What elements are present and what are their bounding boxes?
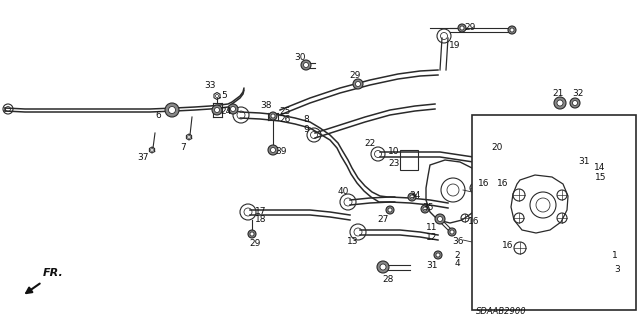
- Text: 32: 32: [572, 88, 584, 98]
- Text: 40: 40: [337, 187, 349, 196]
- Circle shape: [301, 60, 311, 70]
- Text: 19: 19: [449, 41, 461, 49]
- Text: 25: 25: [279, 107, 291, 115]
- Circle shape: [460, 26, 464, 30]
- Text: 17: 17: [255, 207, 267, 217]
- Text: 16: 16: [497, 179, 509, 188]
- Circle shape: [248, 230, 256, 238]
- Circle shape: [271, 147, 275, 152]
- Text: 20: 20: [492, 143, 502, 152]
- Circle shape: [438, 217, 442, 221]
- Text: 9: 9: [303, 125, 309, 135]
- Text: 16: 16: [478, 179, 490, 188]
- Text: 4: 4: [454, 259, 460, 269]
- Circle shape: [388, 208, 392, 212]
- Circle shape: [554, 97, 566, 109]
- Circle shape: [448, 228, 456, 236]
- Text: 1: 1: [612, 250, 618, 259]
- Text: 26: 26: [279, 115, 291, 124]
- Circle shape: [410, 195, 414, 199]
- Circle shape: [450, 230, 454, 234]
- Text: 31: 31: [426, 261, 438, 270]
- Circle shape: [508, 26, 516, 34]
- Circle shape: [510, 28, 514, 32]
- Text: 5: 5: [221, 92, 227, 100]
- Text: 8: 8: [303, 115, 309, 124]
- Text: 29: 29: [349, 70, 361, 79]
- Text: 38: 38: [260, 101, 272, 110]
- Text: 12: 12: [426, 233, 438, 241]
- Circle shape: [228, 104, 238, 114]
- Text: 39: 39: [275, 147, 287, 157]
- Text: 14: 14: [595, 164, 605, 173]
- Circle shape: [458, 24, 466, 32]
- Text: 29: 29: [250, 240, 260, 249]
- Text: 18: 18: [255, 216, 267, 225]
- Circle shape: [380, 264, 386, 270]
- Text: 30: 30: [294, 53, 306, 62]
- Text: SDAAB2900: SDAAB2900: [476, 308, 527, 316]
- Circle shape: [421, 205, 429, 213]
- Text: 7: 7: [180, 144, 186, 152]
- Circle shape: [168, 107, 175, 114]
- Text: 16: 16: [468, 218, 480, 226]
- Text: 22: 22: [364, 138, 376, 147]
- Circle shape: [353, 79, 363, 89]
- Circle shape: [578, 168, 586, 176]
- Bar: [472, 115, 636, 310]
- Circle shape: [580, 170, 584, 174]
- Text: 35: 35: [422, 203, 434, 211]
- Text: 37: 37: [137, 153, 148, 162]
- Circle shape: [573, 100, 577, 106]
- Text: 11: 11: [426, 224, 438, 233]
- Circle shape: [423, 207, 427, 211]
- Text: 15: 15: [595, 174, 607, 182]
- Circle shape: [230, 107, 236, 112]
- Text: 6: 6: [155, 112, 161, 121]
- Text: 33: 33: [204, 80, 216, 90]
- Circle shape: [214, 108, 220, 113]
- Text: 34: 34: [410, 190, 420, 199]
- Text: 28: 28: [382, 276, 394, 285]
- Text: 23: 23: [388, 159, 400, 167]
- Text: 21: 21: [552, 88, 564, 98]
- Circle shape: [355, 81, 360, 86]
- Text: 16: 16: [502, 241, 514, 249]
- Circle shape: [268, 145, 278, 155]
- Circle shape: [408, 193, 416, 201]
- Text: 3: 3: [614, 265, 620, 275]
- Circle shape: [303, 63, 308, 68]
- Circle shape: [434, 251, 442, 259]
- Circle shape: [386, 206, 394, 214]
- Text: 27: 27: [378, 216, 388, 225]
- Circle shape: [377, 261, 389, 273]
- Text: 24: 24: [220, 108, 232, 116]
- Text: 13: 13: [348, 238, 359, 247]
- Circle shape: [165, 103, 179, 117]
- Circle shape: [436, 253, 440, 257]
- Text: 10: 10: [388, 147, 400, 157]
- Circle shape: [269, 112, 277, 120]
- Text: 2: 2: [454, 250, 460, 259]
- Text: 29: 29: [464, 24, 476, 33]
- Circle shape: [212, 105, 222, 115]
- Bar: [400, 150, 418, 170]
- Circle shape: [435, 214, 445, 224]
- Circle shape: [570, 98, 580, 108]
- Circle shape: [271, 114, 275, 118]
- Circle shape: [557, 100, 563, 106]
- Circle shape: [250, 232, 254, 236]
- Text: FR.: FR.: [43, 268, 64, 278]
- Text: 31: 31: [579, 158, 589, 167]
- Text: 36: 36: [452, 238, 464, 247]
